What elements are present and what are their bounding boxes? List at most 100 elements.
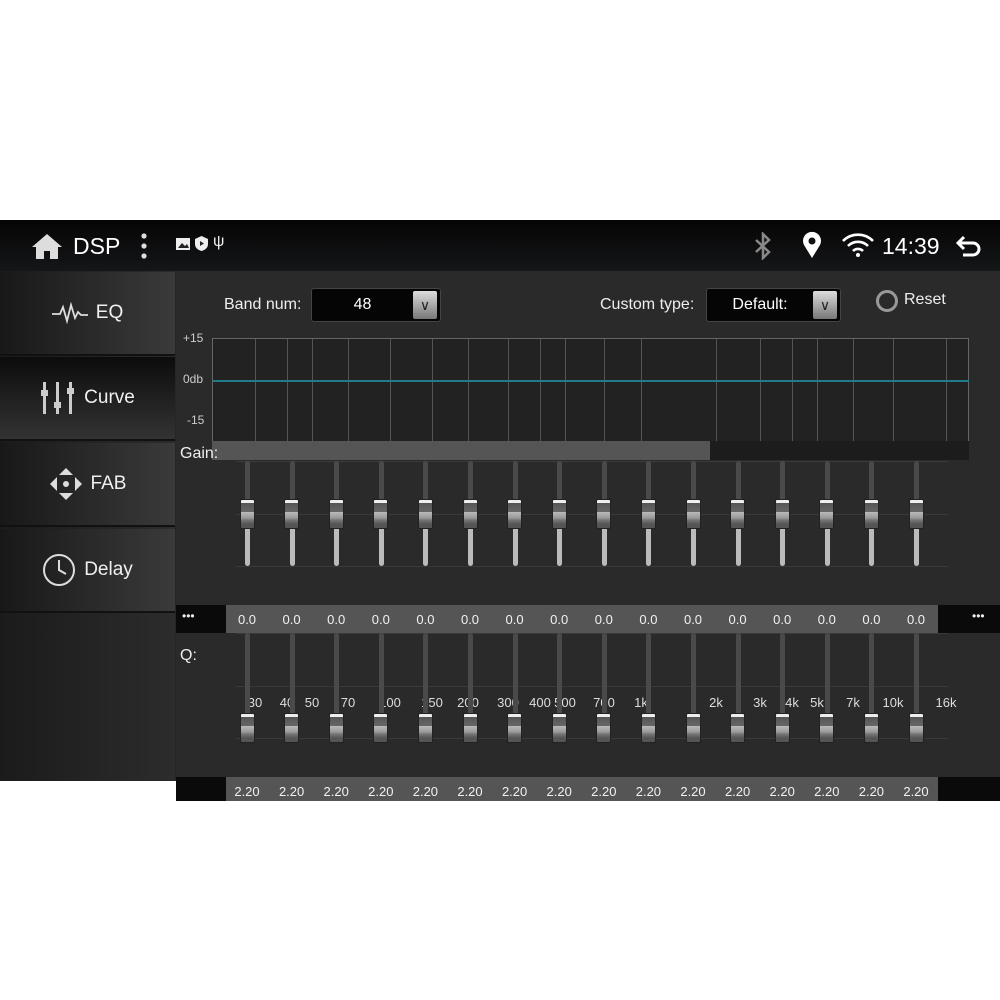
slider-guide-line bbox=[236, 633, 948, 634]
gain-slider-knob[interactable] bbox=[239, 498, 255, 529]
freq-tick-label: 10k bbox=[882, 695, 904, 710]
q-slider-knob[interactable] bbox=[685, 712, 701, 743]
q-slider-knob[interactable] bbox=[239, 712, 255, 743]
q-value: 2.20 bbox=[323, 784, 349, 799]
gain-value: 0.0 bbox=[594, 612, 613, 627]
grid-line bbox=[716, 339, 717, 442]
gain-value: 0.0 bbox=[639, 612, 658, 627]
q-slider-knob[interactable] bbox=[819, 712, 835, 743]
q-slider-track[interactable] bbox=[512, 633, 518, 738]
q-slider-track[interactable] bbox=[468, 633, 473, 738]
sidebar-item-curve[interactable]: Curve bbox=[0, 357, 175, 441]
q-slider-track[interactable] bbox=[914, 633, 919, 738]
shield-icon bbox=[195, 236, 208, 251]
q-value: 2.20 bbox=[412, 784, 439, 799]
q-slider-track[interactable] bbox=[334, 633, 340, 738]
q-slider-track[interactable] bbox=[289, 633, 295, 738]
grid-line bbox=[468, 339, 469, 442]
gain-slider-knob[interactable] bbox=[730, 498, 746, 529]
custom-type-select[interactable]: Default: ∨ bbox=[706, 288, 841, 322]
home-icon[interactable] bbox=[30, 232, 64, 260]
q-slider-knob[interactable] bbox=[551, 712, 567, 743]
wifi-icon bbox=[842, 233, 874, 257]
q-slider-track[interactable] bbox=[378, 633, 384, 738]
gain-slider-knob[interactable] bbox=[640, 498, 656, 529]
gain-slider-knob[interactable] bbox=[284, 498, 300, 529]
back-icon[interactable] bbox=[955, 234, 983, 258]
q-slider-knob[interactable] bbox=[417, 712, 433, 743]
q-slider-track[interactable] bbox=[423, 633, 429, 738]
q-value: 2.20 bbox=[769, 784, 795, 799]
gain-slider-knob[interactable] bbox=[507, 498, 523, 529]
gain-slider-knob[interactable] bbox=[417, 498, 433, 529]
chevron-down-icon: ∨ bbox=[813, 291, 837, 319]
grid-line bbox=[348, 339, 349, 442]
q-slider-knob[interactable] bbox=[730, 712, 746, 743]
q-slider-track[interactable] bbox=[646, 633, 652, 738]
freq-tick-label: 70 bbox=[340, 695, 356, 710]
sidebar-item-delay[interactable]: Delay bbox=[0, 529, 175, 613]
gain-left-more[interactable]: ••• bbox=[176, 605, 226, 633]
freq-tick-label: 7k bbox=[846, 695, 860, 710]
q-slider-track[interactable] bbox=[735, 633, 741, 738]
sidebar-item-eq[interactable]: EQ bbox=[0, 272, 175, 356]
slider-guide-line bbox=[236, 566, 948, 567]
q-slider-track[interactable] bbox=[691, 633, 696, 738]
curve-panel: Band num: 48 ∨ Custom type: Default: ∨ Res… bbox=[176, 271, 1000, 801]
q-value: 2.20 bbox=[814, 784, 840, 799]
y-label-mid: 0db bbox=[183, 372, 204, 386]
reset-radio[interactable] bbox=[876, 290, 898, 312]
q-slider-knob[interactable] bbox=[284, 712, 300, 743]
freq-tick-label: 30 bbox=[247, 695, 263, 710]
q-slider-track[interactable] bbox=[557, 633, 563, 738]
q-slider-knob[interactable] bbox=[863, 712, 879, 743]
q-slider-knob[interactable] bbox=[373, 712, 389, 743]
gain-slider-knob[interactable] bbox=[551, 498, 567, 529]
reset-label: Reset bbox=[904, 291, 946, 308]
q-slider-knob[interactable] bbox=[640, 712, 656, 743]
gain-slider-knob[interactable] bbox=[863, 498, 879, 529]
clock: 14:39 bbox=[882, 233, 940, 259]
q-slider-knob[interactable] bbox=[774, 712, 790, 743]
gain-slider-knob[interactable] bbox=[462, 498, 478, 529]
q-slider-track[interactable] bbox=[780, 633, 786, 738]
eq-curve-chart[interactable] bbox=[212, 338, 969, 442]
gain-slider-knob[interactable] bbox=[685, 498, 701, 529]
q-slider-knob[interactable] bbox=[596, 712, 612, 743]
gain-value: 0.0 bbox=[237, 612, 257, 627]
freq-tick-label: 4k bbox=[785, 695, 799, 710]
usb-icon: ψ bbox=[213, 233, 225, 250]
grid-line bbox=[760, 339, 761, 442]
more-vert-icon[interactable] bbox=[139, 232, 149, 260]
gain-slider-knob[interactable] bbox=[819, 498, 835, 529]
q-slider-track[interactable] bbox=[824, 633, 830, 738]
freq-tick-label: 100 bbox=[379, 695, 401, 710]
sliders-icon bbox=[41, 382, 75, 414]
app-title: DSP bbox=[73, 233, 121, 259]
gain-slider-knob[interactable] bbox=[908, 498, 924, 529]
slider-guide-line bbox=[236, 738, 948, 739]
gain-value: 0.0 bbox=[460, 612, 480, 627]
gain-slider-knob[interactable] bbox=[596, 498, 612, 529]
q-slider-track[interactable] bbox=[869, 633, 875, 738]
gain-slider-knob[interactable] bbox=[373, 498, 389, 529]
band-num-select[interactable]: 48 ∨ bbox=[311, 288, 441, 322]
gain-slider-knob[interactable] bbox=[328, 498, 344, 529]
q-slider-track[interactable] bbox=[601, 633, 607, 738]
q-value: 2.20 bbox=[278, 784, 305, 799]
q-value: 2.20 bbox=[858, 784, 885, 799]
q-slider-knob[interactable] bbox=[507, 712, 523, 743]
sidebar-item-fab[interactable]: FAB bbox=[0, 443, 175, 527]
bluetooth-icon bbox=[755, 232, 771, 260]
q-value: 2.20 bbox=[591, 784, 617, 799]
q-slider-knob[interactable] bbox=[328, 712, 344, 743]
grid-line bbox=[817, 339, 818, 442]
q-slider-knob[interactable] bbox=[462, 712, 478, 743]
status-bar: DSP ψ 14:39 bbox=[0, 220, 1000, 271]
gain-slider-knob[interactable] bbox=[774, 498, 790, 529]
q-value: 2.20 bbox=[234, 784, 260, 799]
q-value: 2.20 bbox=[501, 784, 528, 799]
q-slider-knob[interactable] bbox=[908, 712, 924, 743]
gain-right-more[interactable]: ••• bbox=[938, 605, 1000, 633]
q-slider-track[interactable] bbox=[245, 633, 250, 738]
